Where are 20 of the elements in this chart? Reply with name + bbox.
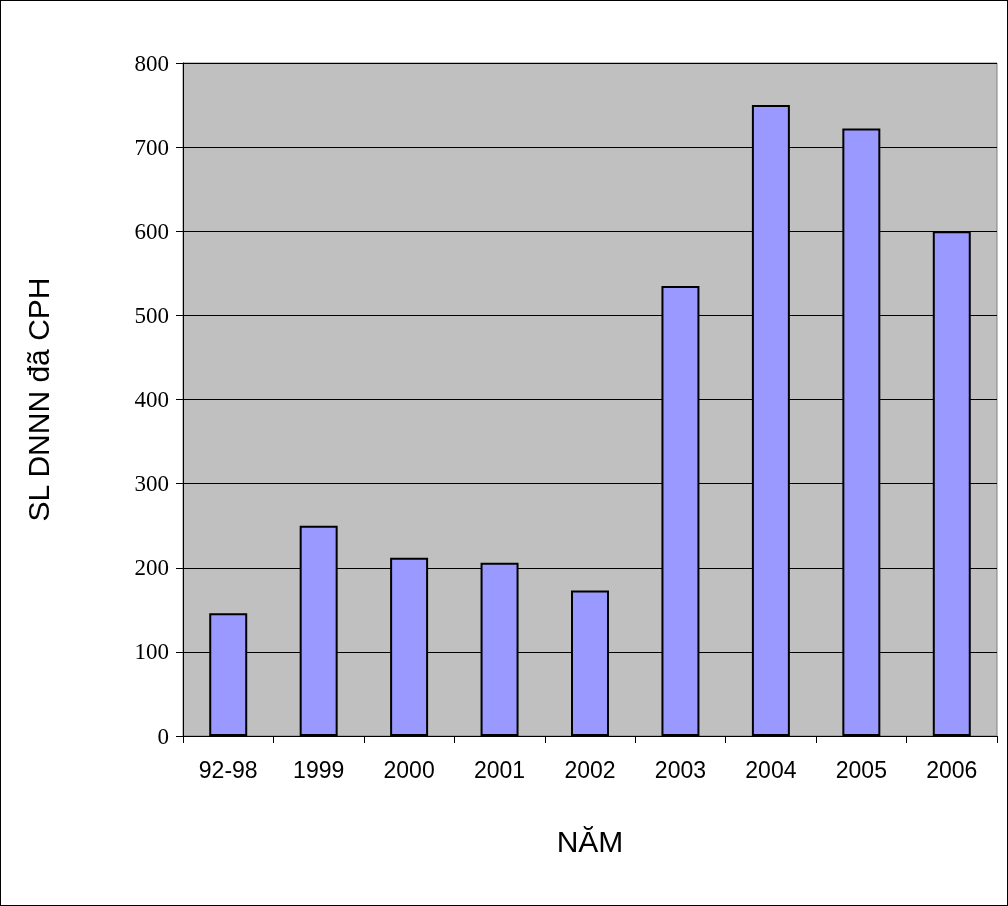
y-tick-label: 500 bbox=[134, 302, 169, 328]
x-tick-label: 2006 bbox=[926, 756, 978, 783]
x-tick-label: 2005 bbox=[835, 756, 887, 783]
x-tick-label: 2004 bbox=[745, 756, 797, 783]
x-tick-label: 2000 bbox=[383, 756, 435, 783]
y-tick-label: 200 bbox=[134, 555, 169, 581]
x-tick-label: 2002 bbox=[564, 756, 616, 783]
y-axis-title: SL DNNN đã CPH bbox=[21, 277, 55, 522]
x-axis-title: NĂM bbox=[556, 824, 624, 858]
y-tick-label: 300 bbox=[134, 471, 169, 497]
y-tick-label: 400 bbox=[134, 387, 169, 412]
y-tick-label: 600 bbox=[134, 218, 169, 244]
x-tick-label: 2001 bbox=[473, 756, 526, 783]
x-tick-label: 92-98 bbox=[198, 756, 258, 783]
x-tick-label: 2003 bbox=[654, 756, 707, 783]
y-tick-label: 700 bbox=[134, 134, 169, 160]
x-tick-label: 1999 bbox=[293, 756, 345, 783]
y-tick-label: 100 bbox=[134, 639, 169, 665]
y-tick-label: 0 bbox=[157, 723, 169, 749]
y-tick-label: 800 bbox=[134, 50, 169, 76]
